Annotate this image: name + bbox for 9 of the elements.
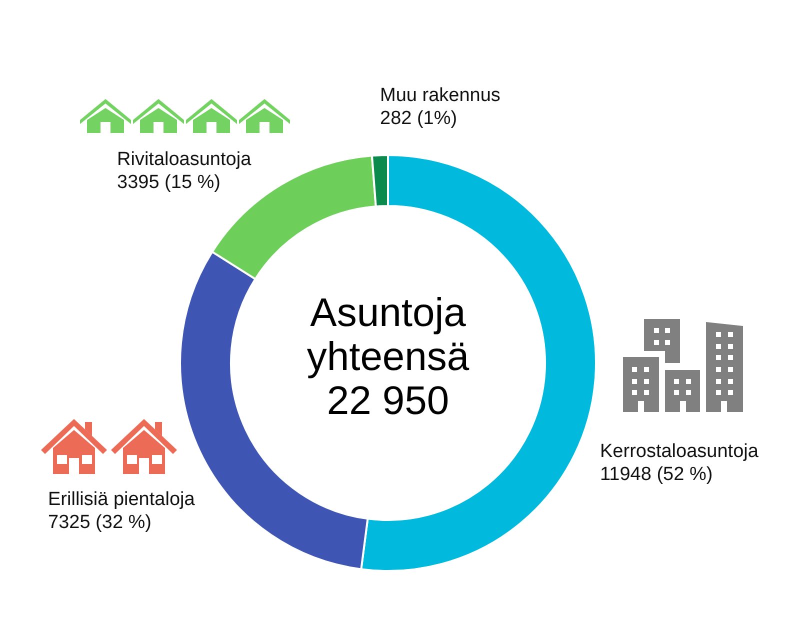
slice-label: Kerrostaloasuntoja [600,441,759,462]
data-label: 7325 (32 %) [48,512,152,533]
data-label: 3395 (15 %) [117,172,221,193]
data-label: 11948 (52 %) [600,464,713,485]
text: Asuntoja yhteensä 22 950 [306,291,470,423]
slice-label: Erillisiä pientaloja [48,489,196,510]
slice-label: Muu rakennus [380,85,500,106]
legend-label: Rivitaloasuntoja [117,149,252,170]
data-label: 282 (1%) [380,108,458,129]
